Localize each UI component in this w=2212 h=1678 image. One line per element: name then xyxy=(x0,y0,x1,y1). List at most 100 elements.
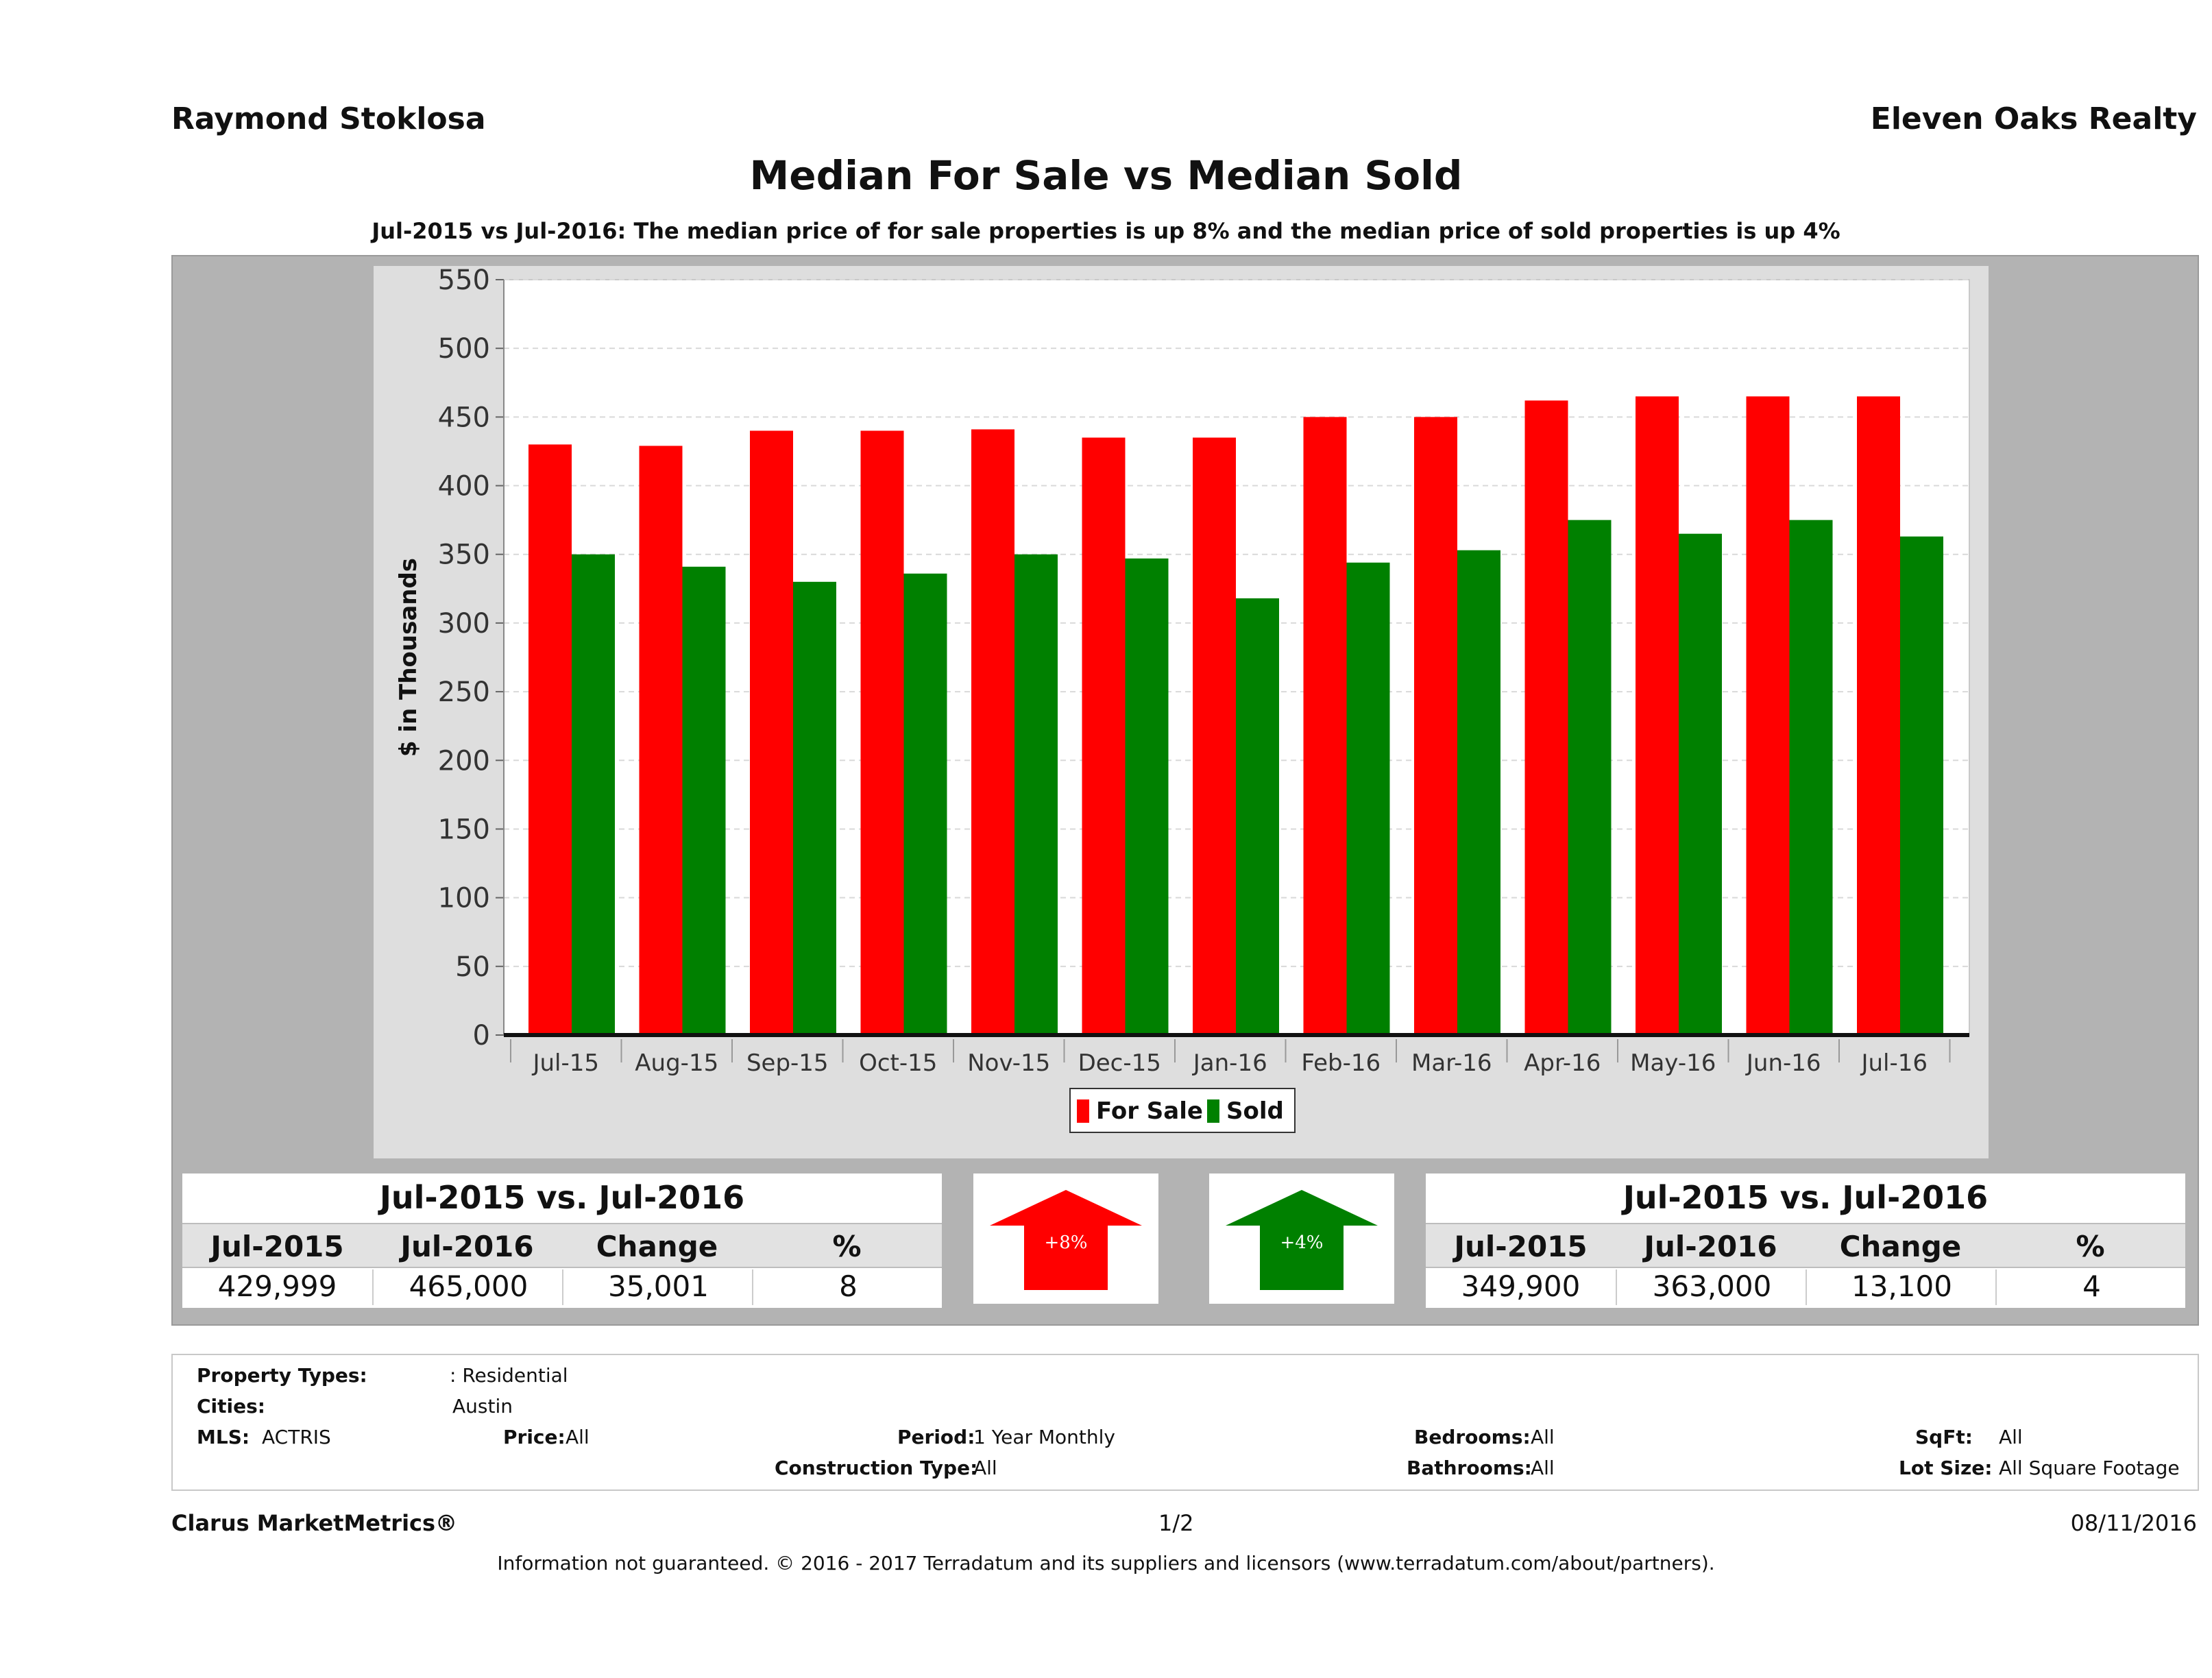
x-tick-label: Apr-16 xyxy=(1524,1049,1601,1077)
for-sale-bar xyxy=(1193,437,1236,1035)
legend-swatch-for-sale xyxy=(1077,1099,1089,1123)
for-sale-bar xyxy=(1636,396,1679,1035)
sold-bar xyxy=(1679,533,1722,1035)
construction-type-label: Construction Type: xyxy=(775,1457,978,1479)
legend-box xyxy=(1069,1088,1296,1133)
x-tick-label: Jan-16 xyxy=(1192,1049,1267,1077)
y-tick-label: 300 xyxy=(438,608,490,640)
company-name: Eleven Oaks Realty xyxy=(1870,101,2197,136)
period-value: 1 Year Monthly xyxy=(973,1426,1116,1448)
sold-summary: Jul-2015 vs. Jul-2016 Jul-2015 Jul-2016 … xyxy=(1426,1174,2185,1308)
footer-brand: Clarus MarketMetrics® xyxy=(171,1510,458,1536)
sold-bar xyxy=(1346,562,1390,1035)
col-head-percent: % xyxy=(832,1230,862,1263)
bedrooms-value: All xyxy=(1531,1426,1555,1448)
for-sale-bar xyxy=(1524,400,1568,1035)
lot-size-label: Lot Size: xyxy=(1899,1457,1993,1479)
sold-bar xyxy=(1568,520,1612,1035)
up-arrow-icon xyxy=(1226,1190,1378,1290)
report-date: 08/11/2016 xyxy=(2070,1510,2197,1536)
sold-bar xyxy=(903,573,947,1035)
legend-swatch-sold xyxy=(1207,1099,1219,1123)
x-tick-label: Jul-16 xyxy=(1860,1049,1928,1077)
sold-bar xyxy=(572,554,615,1035)
sold-bar xyxy=(1125,558,1169,1035)
cities-value: Austin xyxy=(452,1395,513,1418)
x-tick-label: Mar-16 xyxy=(1411,1049,1492,1077)
sold-bar xyxy=(1457,550,1500,1035)
up-arrow-icon xyxy=(990,1190,1142,1290)
property-types-label: Property Types: xyxy=(197,1364,367,1387)
price-value: All xyxy=(566,1426,590,1448)
y-tick-label: 500 xyxy=(438,333,490,365)
sold-change-arrow-label: +4% xyxy=(1280,1232,1324,1253)
for-sale-bar xyxy=(1414,417,1457,1035)
for-sale-bar xyxy=(639,446,683,1035)
sold-bar xyxy=(1236,598,1279,1035)
x-tick-label: Jul-15 xyxy=(531,1049,599,1077)
mls-value: ACTRIS xyxy=(262,1426,331,1448)
for-sale-summary-heading: Jul-2015 vs. Jul-2016 xyxy=(379,1179,745,1216)
sold-change-value: 13,100 xyxy=(1806,1269,1997,1305)
y-tick-label: 0 xyxy=(473,1020,490,1051)
sold-bar xyxy=(1014,554,1058,1035)
for-sale-summary-header-row: Jul-2015 Jul-2016 Change % xyxy=(182,1223,942,1268)
for-sale-bar xyxy=(750,430,793,1035)
for-sale-jul-2016-value: 465,000 xyxy=(372,1269,563,1305)
for-sale-bar xyxy=(1303,417,1347,1035)
cities-label: Cities: xyxy=(197,1395,265,1418)
y-tick-label: 200 xyxy=(438,745,490,777)
sold-bar xyxy=(682,566,726,1035)
x-tick-label: Aug-15 xyxy=(635,1049,718,1077)
x-tick-label: Oct-15 xyxy=(859,1049,937,1077)
y-tick-label: 250 xyxy=(438,677,490,708)
sqft-label: SqFt: xyxy=(1915,1426,1973,1448)
y-tick-label: 450 xyxy=(438,402,490,433)
bathrooms-label: Bathrooms: xyxy=(1407,1457,1532,1479)
col-head-jul-2015: Jul-2015 xyxy=(210,1230,344,1263)
col-head-jul-2015: Jul-2015 xyxy=(1454,1230,1588,1263)
col-head-change: Change xyxy=(1839,1230,1962,1263)
bedrooms-label: Bedrooms: xyxy=(1414,1426,1531,1448)
legend-label-for-sale: For Sale xyxy=(1096,1097,1203,1125)
y-tick-label: 150 xyxy=(438,814,490,845)
y-tick-label: 550 xyxy=(438,266,490,296)
sold-summary-heading: Jul-2015 vs. Jul-2016 xyxy=(1622,1179,1989,1216)
y-tick-label: 350 xyxy=(438,539,490,571)
lot-size-value: All Square Footage xyxy=(1999,1457,2180,1479)
y-axis-label: $ in Thousands xyxy=(395,558,422,757)
sold-percent-value: 4 xyxy=(1995,1269,2187,1305)
for-sale-jul-2015-value: 429,999 xyxy=(217,1269,337,1303)
legend-label-sold: Sold xyxy=(1226,1097,1284,1125)
chart-subtitle: Jul-2015 vs Jul-2016: The median price o… xyxy=(372,218,1840,244)
for-sale-percent-value: 8 xyxy=(752,1269,943,1305)
x-tick-label: Nov-15 xyxy=(967,1049,1050,1077)
sqft-value: All xyxy=(1999,1426,2023,1448)
for-sale-bar xyxy=(1857,396,1900,1035)
sold-change-arrow-card: +4% xyxy=(1209,1174,1394,1304)
col-head-jul-2016: Jul-2016 xyxy=(1644,1230,1777,1263)
col-head-percent: % xyxy=(2076,1230,2105,1263)
sold-jul-2016-value: 363,000 xyxy=(1616,1269,1807,1305)
for-sale-bar xyxy=(1746,396,1790,1035)
col-head-change: Change xyxy=(596,1230,718,1263)
sold-jul-2015-value: 349,900 xyxy=(1461,1269,1581,1303)
y-tick-label: 400 xyxy=(438,471,490,502)
agent-name: Raymond Stoklosa xyxy=(171,101,486,136)
x-tick-label: Jun-16 xyxy=(1745,1049,1821,1077)
sold-summary-header-row: Jul-2015 Jul-2016 Change % xyxy=(1426,1223,2185,1268)
for-sale-summary: Jul-2015 vs. Jul-2016 Jul-2015 Jul-2016 … xyxy=(182,1174,942,1308)
y-tick-label: 50 xyxy=(455,951,490,983)
x-tick-label: Dec-15 xyxy=(1078,1049,1161,1077)
for-sale-bar xyxy=(971,429,1014,1035)
disclaimer: Information not guaranteed. © 2016 - 201… xyxy=(497,1552,1715,1574)
bar-chart: 0 50 100 150 200 250 300 350 400 450 500 550 $ in Th… xyxy=(374,266,1989,1158)
y-tick-label: 100 xyxy=(438,883,490,914)
chart-title: Median For Sale vs Median Sold xyxy=(749,152,1463,199)
x-tick-label: May-16 xyxy=(1630,1049,1716,1077)
for-sale-change-arrow-card: +8% xyxy=(973,1174,1158,1304)
for-sale-change-value: 35,001 xyxy=(562,1269,753,1305)
for-sale-bar xyxy=(860,430,904,1035)
col-head-jul-2016: Jul-2016 xyxy=(400,1230,534,1263)
sold-bar xyxy=(1900,536,1943,1035)
